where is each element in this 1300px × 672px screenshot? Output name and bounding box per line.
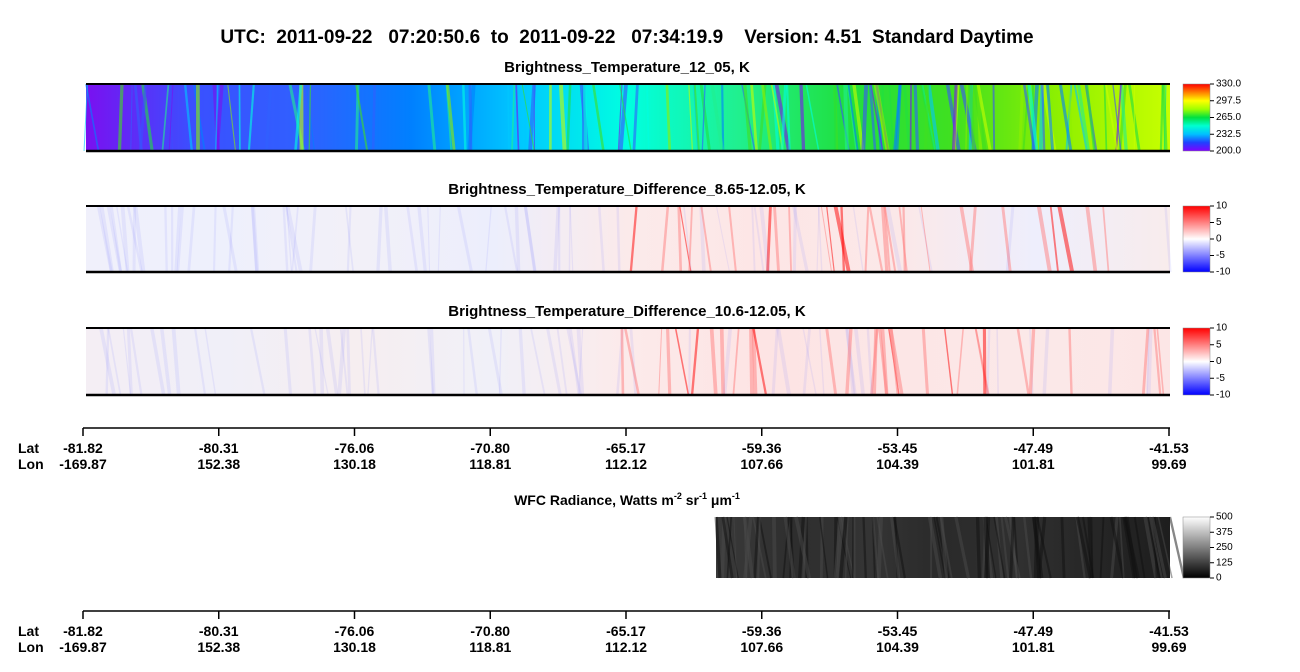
lat-value: -41.53 (1149, 440, 1189, 456)
lat-value: -53.45 (878, 440, 918, 456)
lon-value: 107.66 (740, 456, 783, 472)
title-part: sr (682, 492, 700, 508)
lat-value: -70.80 (470, 623, 510, 639)
panel-title: Brightness_Temperature_Difference_10.6-1… (448, 303, 806, 320)
colorbar-tick-label: 0 (1216, 234, 1222, 245)
title-part: -1 (732, 491, 740, 501)
lat-label: Lat (18, 440, 39, 456)
colorbar-tick-label: 297.5 (1216, 95, 1241, 106)
page-title: UTC: 2011-09-22 07:20:50.6 to 2011-09-22… (220, 27, 1033, 48)
lon-value: 130.18 (333, 639, 376, 655)
colorbar-tick-label: 265.0 (1216, 112, 1241, 123)
lon-label: Lon (18, 639, 44, 655)
colorbar-tick-label: 200.0 (1216, 146, 1241, 157)
lat-value: -65.17 (606, 623, 646, 639)
lon-value: 112.12 (605, 456, 647, 472)
colorbar-tick-label: 232.5 (1216, 129, 1241, 140)
lon-value: -169.87 (59, 639, 107, 655)
lat-value: -47.49 (1013, 623, 1053, 639)
colorbar-tick-label: -10 (1216, 390, 1231, 401)
colorbar-tick-label: 0 (1216, 573, 1222, 584)
lat-value: -53.45 (878, 623, 918, 639)
lat-value: -76.06 (335, 440, 375, 456)
colorbar-tick-label: 125 (1216, 557, 1233, 568)
lon-value: 112.12 (605, 639, 647, 655)
lon-value: 99.69 (1151, 456, 1186, 472)
colorbar-tick-label: -5 (1216, 250, 1225, 261)
colorbar (1183, 517, 1210, 578)
title-part: -1 (699, 491, 707, 501)
colorbar (1183, 84, 1210, 151)
lon-value: 104.39 (876, 456, 919, 472)
lon-value: 152.38 (197, 639, 240, 655)
lat-value: -81.82 (63, 440, 103, 456)
colorbar-tick-label: 10 (1216, 201, 1228, 212)
lon-value: 101.81 (1012, 456, 1055, 472)
lat-value: -76.06 (335, 623, 375, 639)
colorbar (1183, 206, 1210, 272)
lon-value: 118.81 (469, 456, 511, 472)
title-part: WFC Radiance, Watts m (514, 492, 674, 508)
colorbar-tick-label: 330.0 (1216, 79, 1241, 90)
lon-value: 130.18 (333, 456, 376, 472)
colorbar-tick-label: 5 (1216, 217, 1222, 228)
lon-value: 99.69 (1151, 639, 1186, 655)
lat-value: -65.17 (606, 440, 646, 456)
lat-value: -80.31 (199, 623, 239, 639)
panel-title: Brightness_Temperature_12_05, K (504, 59, 750, 76)
colorbar-tick-label: -5 (1216, 373, 1225, 384)
lon-value: -169.87 (59, 456, 107, 472)
title-part: μm (707, 492, 732, 508)
title-part: -2 (674, 491, 682, 501)
lon-value: 118.81 (469, 639, 511, 655)
colorbar-tick-label: 375 (1216, 527, 1233, 538)
lat-value: -70.80 (470, 440, 510, 456)
lat-value: -47.49 (1013, 440, 1053, 456)
lat-value: -80.31 (199, 440, 239, 456)
colorbar-tick-label: -10 (1216, 267, 1231, 278)
colorbar-tick-label: 5 (1216, 339, 1222, 350)
lat-value: -59.36 (742, 623, 782, 639)
panel-title: WFC Radiance, Watts m-2 sr-1 μm-1 (514, 491, 740, 508)
lon-value: 107.66 (740, 639, 783, 655)
lon-value: 101.81 (1012, 639, 1055, 655)
colorbar-tick-label: 0 (1216, 356, 1222, 367)
lat-value: -41.53 (1149, 623, 1189, 639)
lon-value: 152.38 (197, 456, 240, 472)
colorbar (1183, 328, 1210, 395)
colorbar-tick-label: 500 (1216, 512, 1233, 523)
panel-title: Brightness_Temperature_Difference_8.65-1… (448, 181, 806, 198)
lat-value: -81.82 (63, 623, 103, 639)
colorbar-tick-label: 10 (1216, 323, 1228, 334)
colorbar-tick-label: 250 (1216, 542, 1233, 553)
lat-label: Lat (18, 623, 39, 639)
lon-label: Lon (18, 456, 44, 472)
lon-value: 104.39 (876, 639, 919, 655)
lat-value: -59.36 (742, 440, 782, 456)
